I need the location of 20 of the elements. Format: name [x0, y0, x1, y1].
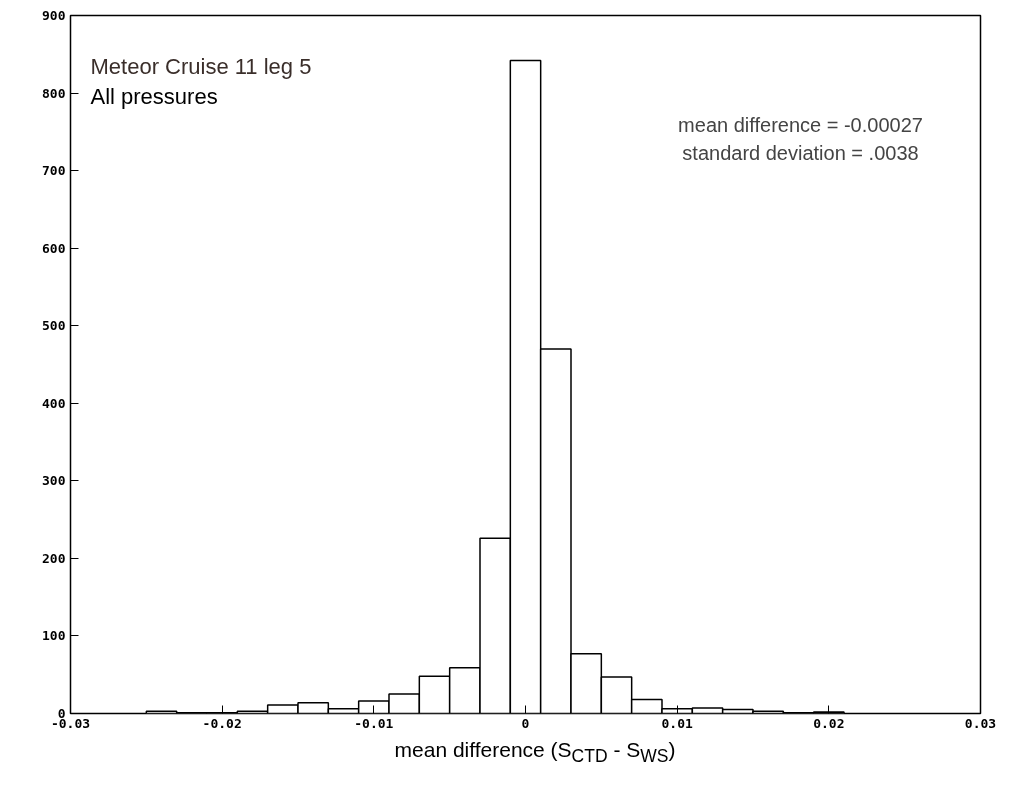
y-tick-label: 500 [42, 318, 66, 334]
x-tick-label: 0.03 [964, 715, 997, 731]
x-tick-label: -0.02 [202, 715, 242, 731]
annotation: Meteor Cruise 11 leg 5 [90, 53, 312, 79]
y-tick-label: 700 [42, 163, 66, 179]
y-tick-label: 600 [42, 240, 66, 256]
x-tick-label: 0 [521, 715, 530, 731]
y-tick-label: 100 [42, 628, 66, 644]
x-tick-label: 0.02 [813, 715, 845, 731]
x-axis-title: mean difference (S$_{CTD}$ - S$_{WS}$) [393, 737, 677, 769]
y-tick-label: 300 [42, 473, 66, 489]
annotation: standard deviation = .0038 [682, 141, 919, 164]
annotation: All pressures [90, 83, 218, 109]
y-tick-label: 900 [42, 8, 66, 23]
x-tick-label: 0.01 [661, 715, 693, 731]
y-tick-label: 800 [42, 85, 66, 101]
y-tick-label: 200 [42, 550, 66, 566]
x-tick-label: -0.01 [354, 715, 394, 731]
y-tick-label: 400 [42, 395, 66, 411]
annotation: mean difference = -0.00027 [678, 113, 923, 136]
